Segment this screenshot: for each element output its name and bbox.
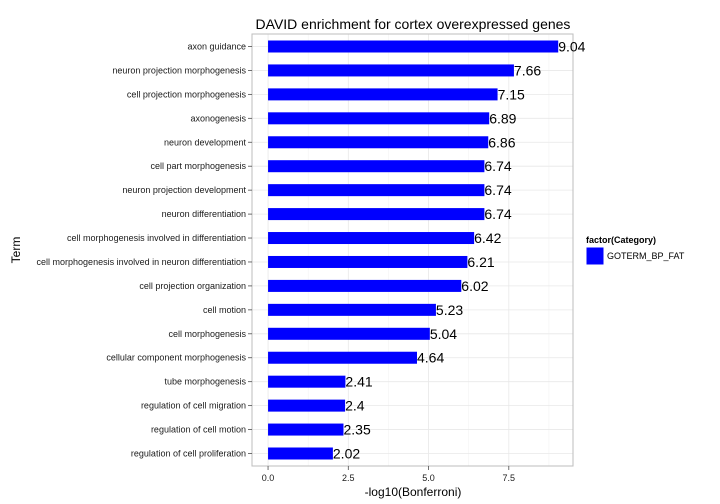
bar — [268, 351, 417, 364]
bar — [268, 40, 559, 53]
bar — [268, 88, 498, 101]
bar — [268, 136, 489, 149]
y-tick-label: cell projection organization — [139, 281, 246, 291]
data-label: 5.04 — [430, 326, 457, 342]
legend-title: factor(Category) — [586, 235, 656, 245]
bar — [268, 303, 436, 316]
y-tick-label: cell motion — [203, 305, 246, 315]
legend-swatch — [585, 246, 605, 266]
data-label: 2.35 — [343, 422, 370, 438]
bar — [268, 112, 490, 125]
legend-entries: GOTERM_BP_FAT — [585, 246, 685, 266]
data-label: 7.15 — [498, 86, 525, 102]
bar — [268, 375, 346, 388]
y-tick-label: regulation of cell proliferation — [131, 449, 246, 459]
bar — [268, 399, 346, 412]
y-tick-label: cell morphogenesis involved in neuron di… — [37, 257, 246, 267]
plot-area: axon guidance 9.04 neuron projection morph… — [37, 33, 586, 483]
x-axis-title: -log10(Bonferroni) — [365, 485, 462, 499]
y-tick-label: neuron differentiation — [162, 209, 246, 219]
y-tick-label: cell morphogenesis involved in different… — [67, 233, 246, 243]
plot-border — [251, 33, 574, 467]
data-label: 5.23 — [436, 302, 463, 318]
y-tick-label: regulation of cell migration — [141, 401, 246, 411]
data-label: 6.21 — [467, 254, 494, 270]
x-tick-label: 2.5 — [342, 473, 355, 483]
data-label: 6.74 — [484, 158, 511, 174]
bar — [268, 447, 333, 460]
data-label: 6.42 — [474, 230, 501, 246]
y-tick-label: cell part morphogenesis — [150, 161, 246, 171]
y-tick-label: neuron development — [164, 137, 247, 147]
data-label: 7.66 — [514, 62, 541, 78]
bar — [268, 208, 485, 221]
x-tick-label: 7.5 — [503, 473, 516, 483]
y-tick-label: neuron projection morphogenesis — [112, 65, 246, 75]
bar — [268, 279, 462, 292]
y-tick-label: axonogenesis — [190, 113, 246, 123]
y-tick-label: cellular component morphogenesis — [106, 353, 246, 363]
y-tick-label: axon guidance — [187, 42, 246, 52]
data-label: 2.41 — [345, 374, 372, 390]
bar — [268, 232, 475, 245]
bar — [268, 160, 485, 173]
y-tick-label: neuron projection development — [122, 185, 246, 195]
bar — [268, 423, 344, 436]
data-label: 9.04 — [558, 39, 585, 55]
x-tick-label: 0.0 — [262, 473, 275, 483]
data-label: 6.74 — [484, 182, 511, 198]
y-axis-title: Term — [9, 237, 23, 264]
legend-label: GOTERM_BP_FAT — [607, 251, 685, 261]
bar — [268, 184, 485, 197]
y-tick-label: tube morphogenesis — [164, 377, 246, 387]
plot-panel — [252, 34, 573, 466]
bar — [268, 255, 468, 268]
y-tick-label: cell projection morphogenesis — [127, 89, 247, 99]
data-label: 6.74 — [484, 206, 511, 222]
data-label: 4.64 — [417, 350, 444, 366]
x-tick-label: 5.0 — [422, 473, 435, 483]
data-label: 2.02 — [333, 446, 360, 462]
data-label: 2.4 — [345, 398, 365, 414]
bar — [268, 327, 430, 340]
chart-title: DAVID enrichment for cortex overexpresse… — [256, 16, 571, 32]
data-label: 6.86 — [488, 134, 515, 150]
y-tick-label: cell morphogenesis — [168, 329, 246, 339]
bar — [268, 64, 514, 77]
legend: factor(Category) GOTERM_BP_FAT — [585, 235, 685, 266]
data-label: 6.89 — [489, 110, 516, 126]
data-label: 6.02 — [461, 278, 488, 294]
y-tick-label: regulation of cell motion — [151, 425, 246, 435]
